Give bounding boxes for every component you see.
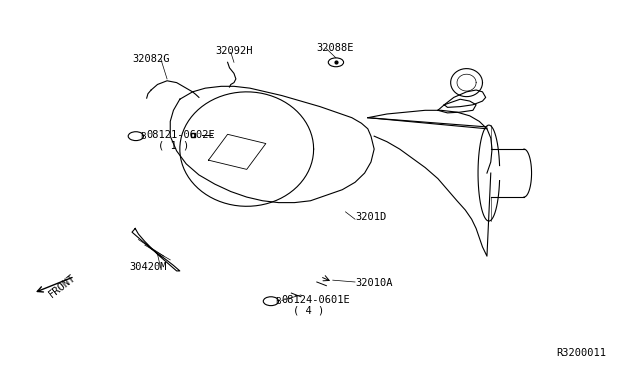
Text: 32082G: 32082G [132, 54, 170, 64]
Text: 32092H: 32092H [215, 46, 252, 56]
Text: ( 1 ): ( 1 ) [157, 140, 189, 150]
Text: R3200011: R3200011 [556, 348, 606, 358]
Text: FRONT: FRONT [47, 272, 78, 299]
Text: 3201D: 3201D [355, 212, 387, 222]
Text: 32088E: 32088E [317, 42, 355, 52]
Text: 32010A: 32010A [355, 278, 392, 288]
Text: 08121-0602E: 08121-0602E [147, 130, 216, 140]
Text: B: B [140, 132, 146, 141]
Text: B: B [275, 297, 281, 306]
Text: ( 4 ): ( 4 ) [293, 305, 324, 315]
Text: 30420M: 30420M [129, 262, 166, 272]
Text: 08124-0601E: 08124-0601E [282, 295, 351, 305]
